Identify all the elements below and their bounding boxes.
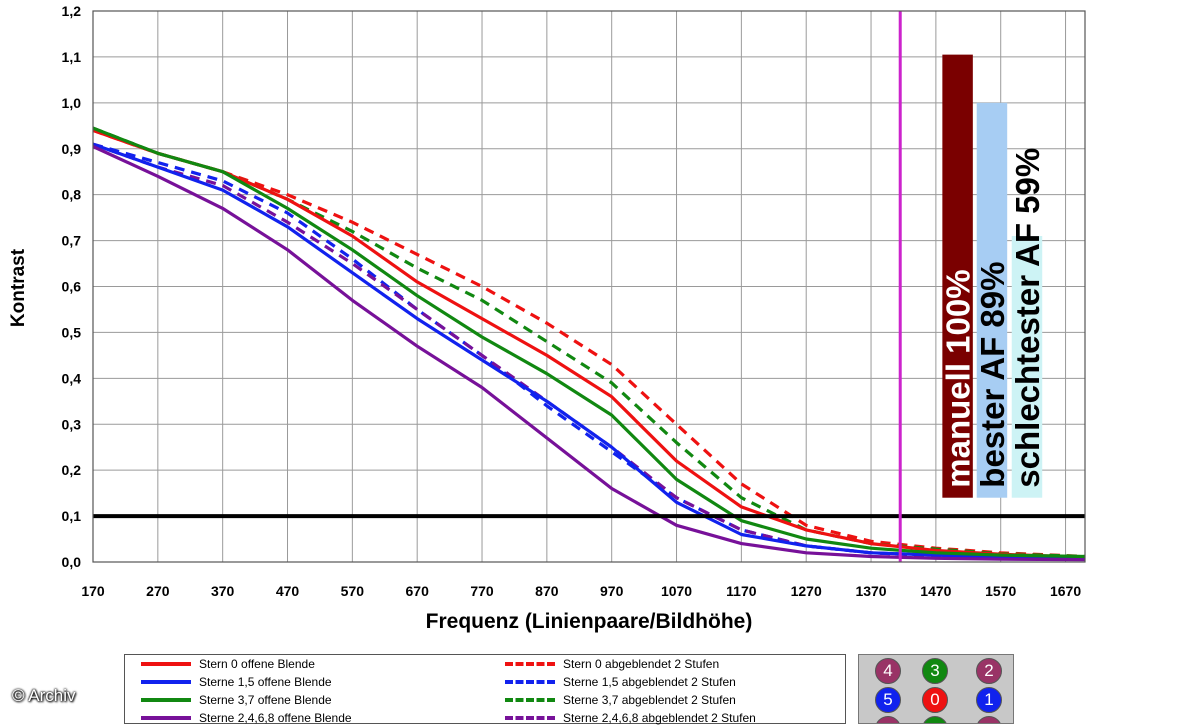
y-tick-label: 0,7	[62, 233, 82, 249]
legend-label: Sterne 1,5 offene Blende	[199, 675, 332, 689]
x-tick-label: 1570	[985, 583, 1016, 599]
y-tick-label: 0,3	[62, 416, 82, 432]
star-marker: 2	[976, 658, 1002, 684]
x-tick-label: 370	[211, 583, 235, 599]
x-tick-label: 270	[146, 583, 170, 599]
legend-swatch	[141, 716, 191, 720]
star-marker: 0	[922, 687, 948, 713]
legend-label: Stern 0 offene Blende	[199, 657, 315, 671]
bar	[942, 54, 973, 498]
series-line	[92, 128, 1086, 559]
y-tick-label: 0,1	[62, 508, 82, 524]
legend-item: Stern 0 abgeblendet 2 Stufen	[505, 655, 719, 673]
legend-swatch	[141, 662, 191, 666]
series-line	[92, 126, 1086, 559]
series-line	[92, 142, 1086, 560]
x-tick-label: 470	[276, 583, 300, 599]
legend-swatch	[505, 662, 555, 666]
legend-item: Sterne 2,4,6,8 offene Blende	[141, 709, 352, 727]
x-tick-label: 1470	[920, 583, 951, 599]
star-marker	[976, 716, 1002, 723]
y-tick-label: 0,2	[62, 462, 82, 478]
legend-label: Sterne 2,4,6,8 offene Blende	[199, 711, 352, 725]
y-tick-label: 1,0	[62, 95, 82, 111]
bar	[976, 102, 1008, 498]
bar	[1011, 235, 1043, 498]
legend-label: Sterne 1,5 abgeblendet 2 Stufen	[563, 675, 736, 689]
y-tick-label: 0,4	[62, 370, 82, 386]
legend-swatch	[505, 698, 555, 702]
legend-item: Sterne 1,5 abgeblendet 2 Stufen	[505, 673, 736, 691]
x-tick-label: 170	[81, 583, 105, 599]
star-marker	[922, 716, 948, 723]
x-tick-label: 1070	[661, 583, 692, 599]
star-marker: 1	[976, 687, 1002, 713]
credit-watermark: © Archiv	[12, 686, 76, 705]
legend-item: Stern 0 offene Blende	[141, 655, 315, 673]
bar-label: manuell 100%	[940, 269, 977, 487]
x-tick-label: 670	[406, 583, 430, 599]
y-tick-label: 0,6	[62, 279, 82, 295]
legend-item: Sterne 3,7 abgeblendet 2 Stufen	[505, 691, 736, 709]
x-tick-label: 1370	[855, 583, 886, 599]
x-axis-label: Frequenz (Linienpaare/Bildhöhe)	[426, 610, 753, 633]
x-tick-label: 1270	[791, 583, 822, 599]
star-marker	[875, 716, 901, 723]
legend-item: Sterne 3,7 offene Blende	[141, 691, 332, 709]
x-tick-label: 1670	[1050, 583, 1081, 599]
reference-lines	[93, 11, 1085, 562]
y-tick-label: 0,0	[62, 554, 82, 570]
y-axis-label: Kontrast	[8, 248, 29, 327]
y-tick-label: 1,2	[62, 3, 82, 19]
y-tick-label: 1,1	[62, 49, 82, 65]
bars: manuell 100%bester AF 89%schlechtester A…	[940, 54, 1046, 498]
legend-swatch	[505, 716, 555, 720]
star-marker: 5	[875, 687, 901, 713]
series-line	[92, 145, 1086, 562]
x-tick-label: 1170	[726, 583, 757, 599]
legend-label: Sterne 2,4,6,8 abgeblendet 2 Stufen	[563, 711, 756, 725]
mtf-chart: manuell 100%bester AF 89%schlechtester A…	[8, 3, 1086, 633]
legend-item: Sterne 1,5 offene Blende	[141, 673, 332, 691]
grid	[92, 10, 1085, 563]
legend-label: Sterne 3,7 offene Blende	[199, 693, 332, 707]
legend-label: Sterne 3,7 abgeblendet 2 Stufen	[563, 693, 736, 707]
x-tick-label: 870	[535, 583, 559, 599]
legend-swatch	[141, 680, 191, 684]
star-marker: 4	[875, 658, 901, 684]
x-tick-label: 770	[470, 583, 494, 599]
x-tick-label: 570	[341, 583, 365, 599]
bar-label: schlechtester AF 59%	[1009, 148, 1046, 488]
axes: 0,0 0,1 0,2 0,3 0,4 0,5 0,6 0,7 0,8 0,9 1,0 1,1 1,2 1…	[62, 3, 1086, 599]
y-tick-label: 0,9	[62, 141, 82, 157]
y-tick-label: 0,8	[62, 187, 82, 203]
series-lines	[92, 126, 1086, 562]
plot-border	[92, 10, 1086, 563]
star-marker: 3	[922, 658, 948, 684]
legend-item: Sterne 2,4,6,8 abgeblendet 2 Stufen	[505, 709, 756, 727]
x-tick-label: 970	[600, 583, 624, 599]
legend-swatch	[505, 680, 555, 684]
y-tick-label: 0,5	[62, 324, 82, 340]
legend-swatch	[141, 698, 191, 702]
legend: Stern 0 offene Blende Sterne 1,5 offene B…	[124, 654, 846, 727]
legend-label: Stern 0 abgeblendet 2 Stufen	[563, 657, 720, 671]
bar-label: bester AF 89%	[974, 262, 1011, 488]
